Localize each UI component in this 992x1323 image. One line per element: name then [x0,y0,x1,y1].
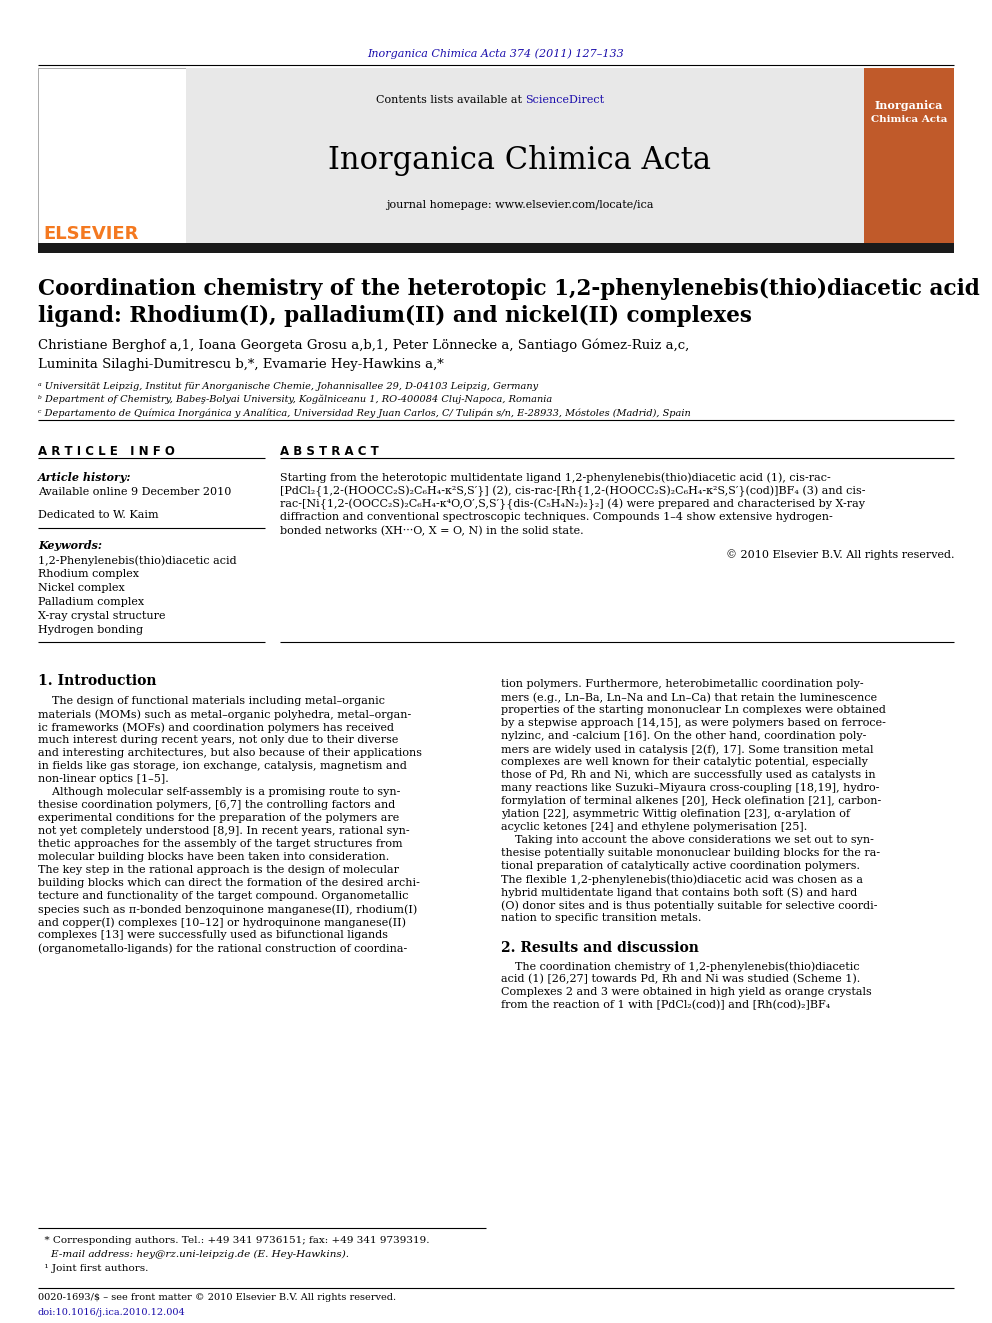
Text: © 2010 Elsevier B.V. All rights reserved.: © 2010 Elsevier B.V. All rights reserved… [725,549,954,560]
Text: A B S T R A C T: A B S T R A C T [280,445,379,458]
Text: ᵃ Universität Leipzig, Institut für Anorganische Chemie, Johannisallee 29, D-041: ᵃ Universität Leipzig, Institut für Anor… [38,382,538,392]
Text: ᵇ Department of Chemistry, Babeş-Bolyai University, Kogălniceanu 1, RO-400084 Cl: ᵇ Department of Chemistry, Babeş-Bolyai … [38,396,553,405]
Text: thetic approaches for the assembly of the target structures from: thetic approaches for the assembly of th… [38,839,403,849]
Text: journal homepage: www.elsevier.com/locate/ica: journal homepage: www.elsevier.com/locat… [386,200,654,210]
Text: tecture and functionality of the target compound. Organometallic: tecture and functionality of the target … [38,890,409,901]
Text: ScienceDirect: ScienceDirect [525,95,604,105]
Text: and interesting architectures, but also because of their applications: and interesting architectures, but also … [38,747,422,758]
Text: complexes [13] were successfully used as bifunctional ligands: complexes [13] were successfully used as… [38,930,388,941]
Text: and copper(I) complexes [10–12] or hydroquinone manganese(II): and copper(I) complexes [10–12] or hydro… [38,917,406,927]
Text: those of Pd, Rh and Ni, which are successfully used as catalysts in: those of Pd, Rh and Ni, which are succes… [501,770,876,781]
Text: Coordination chemistry of the heterotopic 1,2-phenylenebis(thio)diacetic acid: Coordination chemistry of the heterotopi… [38,278,980,300]
Text: E-mail address: hey@rz.uni-leipzig.de (E. Hey-Hawkins).: E-mail address: hey@rz.uni-leipzig.de (E… [38,1250,349,1259]
Text: formylation of terminal alkenes [20], Heck olefination [21], carbon-: formylation of terminal alkenes [20], He… [501,796,881,806]
Text: ¹ Joint first authors.: ¹ Joint first authors. [38,1263,149,1273]
Text: species such as π-bonded benzoquinone manganese(II), rhodium(I): species such as π-bonded benzoquinone ma… [38,904,418,914]
Text: mers (e.g., Ln–Ba, Ln–Na and Ln–Ca) that retain the luminescence: mers (e.g., Ln–Ba, Ln–Na and Ln–Ca) that… [501,692,877,703]
Text: from the reaction of 1 with [PdCl₂(cod)] and [Rh(cod)₂]BF₄: from the reaction of 1 with [PdCl₂(cod)]… [501,1000,830,1011]
Text: X-ray crystal structure: X-ray crystal structure [38,611,166,620]
Text: Article history:: Article history: [38,472,132,483]
Bar [864,67,954,243]
Text: 2. Results and discussion: 2. Results and discussion [501,941,699,955]
Text: doi:10.1016/j.ica.2010.12.004: doi:10.1016/j.ica.2010.12.004 [38,1308,186,1316]
Text: (organometallo-ligands) for the rational construction of coordina-: (organometallo-ligands) for the rational… [38,943,408,954]
Text: Taking into account the above considerations we set out to syn-: Taking into account the above considerat… [501,835,874,845]
Text: Although molecular self-assembly is a promising route to syn-: Although molecular self-assembly is a pr… [38,787,401,796]
Text: not yet completely understood [8,9]. In recent years, rational syn-: not yet completely understood [8,9]. In … [38,826,410,836]
Bar [38,67,186,243]
Text: Luminita Silaghi-Dumitrescu b,*, Evamarie Hey-Hawkins a,*: Luminita Silaghi-Dumitrescu b,*, Evamari… [38,359,443,370]
Text: ELSEVIER: ELSEVIER [43,225,138,243]
Text: molecular building blocks have been taken into consideration.: molecular building blocks have been take… [38,852,389,863]
Text: 1,2-Phenylenebis(thio)diacetic acid: 1,2-Phenylenebis(thio)diacetic acid [38,556,237,565]
Text: properties of the starting mononuclear Ln complexes were obtained: properties of the starting mononuclear L… [501,705,886,714]
Text: tional preparation of catalytically active coordination polymers.: tional preparation of catalytically acti… [501,861,860,871]
Text: ic frameworks (MOFs) and coordination polymers has received: ic frameworks (MOFs) and coordination po… [38,722,394,733]
Text: complexes are well known for their catalytic potential, especially: complexes are well known for their catal… [501,757,868,767]
Text: Inorganica Chimica Acta 374 (2011) 127–133: Inorganica Chimica Acta 374 (2011) 127–1… [368,48,624,58]
Text: acyclic ketones [24] and ethylene polymerisation [25].: acyclic ketones [24] and ethylene polyme… [501,822,807,832]
Text: building blocks which can direct the formation of the desired archi-: building blocks which can direct the for… [38,878,420,888]
Text: The key step in the rational approach is the design of molecular: The key step in the rational approach is… [38,865,399,875]
Text: Dedicated to W. Kaim: Dedicated to W. Kaim [38,509,159,520]
Text: nylzinc, and -calcium [16]. On the other hand, coordination poly-: nylzinc, and -calcium [16]. On the other… [501,732,866,741]
Text: thesise coordination polymers, [6,7] the controlling factors and: thesise coordination polymers, [6,7] the… [38,800,395,810]
Text: in fields like gas storage, ion exchange, catalysis, magnetism and: in fields like gas storage, ion exchange… [38,761,407,771]
Text: [PdCl₂{1,2-(HOOCC₂S)₂C₆H₄-κ²S,S′}] (2), cis-rac-[Rh{1,2-(HOOCC₂S)₂C₆H₄-κ²S,S′}(c: [PdCl₂{1,2-(HOOCC₂S)₂C₆H₄-κ²S,S′}] (2), … [280,486,865,497]
Text: acid (1) [26,27] towards Pd, Rh and Ni was studied (Scheme 1).: acid (1) [26,27] towards Pd, Rh and Ni w… [501,974,860,984]
Text: * Corresponding authors. Tel.: +49 341 9736151; fax: +49 341 9739319.: * Corresponding authors. Tel.: +49 341 9… [38,1236,430,1245]
Text: Complexes 2 and 3 were obtained in high yield as orange crystals: Complexes 2 and 3 were obtained in high … [501,987,872,998]
Text: nation to specific transition metals.: nation to specific transition metals. [501,913,701,923]
Text: many reactions like Suzuki–Miyaura cross-coupling [18,19], hydro-: many reactions like Suzuki–Miyaura cross… [501,783,879,792]
Text: Palladium complex: Palladium complex [38,597,144,607]
Text: Rhodium complex: Rhodium complex [38,569,139,579]
Text: ylation [22], asymmetric Wittig olefination [23], α-arylation of: ylation [22], asymmetric Wittig olefinat… [501,808,850,819]
Text: rac-[Ni{1,2-(OOCC₂S)₂C₆H₄-κ⁴O,O′,S,S′}{dis-(C₅H₄N₂)₂}₂] (4) were prepared and ch: rac-[Ni{1,2-(OOCC₂S)₂C₆H₄-κ⁴O,O′,S,S′}{d… [280,499,865,511]
Text: much interest during recent years, not only due to their diverse: much interest during recent years, not o… [38,736,399,745]
Text: 1. Introduction: 1. Introduction [38,673,157,688]
Text: The flexible 1,2-phenylenebis(thio)diacetic acid was chosen as a: The flexible 1,2-phenylenebis(thio)diace… [501,875,863,885]
Text: non-linear optics [1–5].: non-linear optics [1–5]. [38,774,169,785]
Text: bonded networks (XH···O, X = O, N) in the solid state.: bonded networks (XH···O, X = O, N) in th… [280,527,583,536]
Text: ᶜ Departamento de Química Inorgánica y Analítica, Universidad Rey Juan Carlos, C: ᶜ Departamento de Química Inorgánica y A… [38,407,690,418]
Bar [186,67,864,243]
Text: (O) donor sites and is thus potentially suitable for selective coordi-: (O) donor sites and is thus potentially … [501,900,878,910]
Text: Contents lists available at: Contents lists available at [376,95,525,105]
Text: thesise potentially suitable mononuclear building blocks for the ra-: thesise potentially suitable mononuclear… [501,848,880,859]
Text: Nickel complex: Nickel complex [38,583,125,593]
Text: hybrid multidentate ligand that contains both soft (S) and hard: hybrid multidentate ligand that contains… [501,886,857,897]
Text: Christiane Berghof a,1, Ioana Georgeta Grosu a,b,1, Peter Lönnecke a, Santiago G: Christiane Berghof a,1, Ioana Georgeta G… [38,337,689,352]
Bar [38,243,954,253]
Text: Hydrogen bonding: Hydrogen bonding [38,624,143,635]
Text: Chimica Acta: Chimica Acta [871,115,947,124]
Text: experimental conditions for the preparation of the polymers are: experimental conditions for the preparat… [38,814,399,823]
Text: 0020-1693/$ – see front matter © 2010 Elsevier B.V. All rights reserved.: 0020-1693/$ – see front matter © 2010 El… [38,1293,396,1302]
Text: mers are widely used in catalysis [2(f), 17]. Some transition metal: mers are widely used in catalysis [2(f),… [501,744,874,754]
Text: by a stepwise approach [14,15], as were polymers based on ferroce-: by a stepwise approach [14,15], as were … [501,718,886,728]
Text: diffraction and conventional spectroscopic techniques. Compounds 1–4 show extens: diffraction and conventional spectroscop… [280,512,832,523]
Text: Inorganica Chimica Acta: Inorganica Chimica Acta [328,146,711,176]
Text: ligand: Rhodium(I), palladium(II) and nickel(II) complexes: ligand: Rhodium(I), palladium(II) and ni… [38,306,752,327]
Text: Available online 9 December 2010: Available online 9 December 2010 [38,487,231,497]
Text: A R T I C L E   I N F O: A R T I C L E I N F O [38,445,175,458]
Text: tion polymers. Furthermore, heterobimetallic coordination poly-: tion polymers. Furthermore, heterobimeta… [501,679,864,689]
Text: The coordination chemistry of 1,2-phenylenebis(thio)diacetic: The coordination chemistry of 1,2-phenyl… [501,960,860,971]
Text: Inorganica: Inorganica [875,101,943,111]
Text: Starting from the heterotopic multidentate ligand 1,2-phenylenebis(thio)diacetic: Starting from the heterotopic multidenta… [280,472,830,483]
Text: The design of functional materials including metal–organic: The design of functional materials inclu… [38,696,385,706]
Text: Keywords:: Keywords: [38,540,102,550]
Text: materials (MOMs) such as metal–organic polyhedra, metal–organ-: materials (MOMs) such as metal–organic p… [38,709,412,720]
